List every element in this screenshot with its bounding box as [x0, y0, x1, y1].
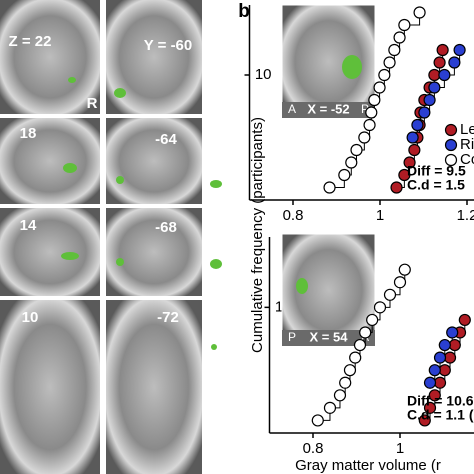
point	[378, 68, 391, 82]
point	[353, 338, 367, 352]
inset-label: X = -52	[307, 101, 349, 116]
legend-marker	[444, 138, 458, 152]
y-axis-label: Cumulative frequency (participants)	[249, 117, 266, 353]
inset-label: P	[361, 102, 369, 116]
panel-label: b	[238, 1, 250, 22]
point	[433, 56, 446, 69]
point	[393, 276, 407, 289]
point	[393, 31, 406, 44]
point	[359, 326, 372, 339]
brain-slices: Z = 22 R 18 14 10 Y = -60 -64 -68 -72	[0, 0, 222, 474]
point	[438, 338, 451, 352]
point	[418, 106, 431, 119]
point	[373, 81, 386, 94]
point	[438, 364, 451, 377]
point	[423, 401, 437, 414]
legend-label: Ri	[460, 136, 474, 153]
point	[383, 288, 397, 301]
point	[333, 389, 347, 402]
activation	[296, 278, 308, 294]
point	[358, 131, 371, 144]
point	[423, 93, 436, 107]
point	[383, 56, 396, 69]
point	[423, 376, 437, 389]
point	[350, 143, 363, 157]
annotation: C.d = 1.1 (	[407, 407, 474, 423]
point	[411, 118, 424, 132]
point	[398, 263, 411, 276]
slice-label: 18	[20, 125, 37, 142]
slice-label: -72	[157, 309, 179, 326]
x-tick-label: 0.8	[283, 207, 304, 224]
slice-label: 10	[22, 309, 39, 326]
point	[436, 43, 449, 57]
annotation: Diff = 9.5	[407, 163, 466, 179]
point	[428, 364, 441, 377]
point	[339, 376, 352, 389]
legend-marker	[444, 123, 458, 137]
slice-label: -68	[155, 219, 177, 236]
point	[368, 93, 381, 107]
activation	[342, 55, 362, 79]
point	[323, 401, 337, 414]
point	[428, 81, 441, 94]
point	[343, 364, 357, 377]
point	[398, 18, 411, 32]
point	[311, 414, 324, 427]
x-axis-label: Gray matter volume (r	[295, 457, 441, 474]
x-tick-label: 0.8	[303, 440, 324, 457]
point	[438, 68, 451, 82]
point	[428, 68, 441, 82]
annotation: Diff = 10.6	[407, 393, 474, 409]
x-tick-label: 1	[376, 207, 384, 224]
x-tick-label: 1	[396, 440, 404, 457]
slice-label: 14	[20, 217, 37, 234]
point	[406, 131, 419, 144]
point	[365, 106, 378, 119]
inset-label: X = 54	[310, 329, 349, 344]
legend-label: Co	[460, 151, 474, 168]
point	[363, 118, 376, 132]
inset-caption-bg	[282, 330, 375, 346]
point	[366, 313, 379, 327]
point	[373, 301, 387, 314]
slice-label: Z = 22	[9, 33, 52, 50]
slice-label: Y = -60	[144, 37, 193, 54]
point	[448, 56, 461, 69]
inset-label: P	[288, 330, 296, 344]
point	[418, 414, 431, 427]
point	[403, 156, 416, 169]
point	[458, 313, 471, 327]
point	[448, 338, 461, 352]
point	[390, 181, 403, 194]
inset-caption-bg	[282, 102, 375, 118]
point	[446, 326, 459, 339]
point	[433, 351, 447, 364]
legend-label: Le	[460, 121, 474, 138]
point	[408, 143, 421, 157]
point	[349, 351, 362, 364]
annotation: C.d = 1.5	[407, 177, 465, 193]
point	[413, 6, 426, 19]
point	[338, 168, 351, 182]
y-tick-label: 10	[255, 66, 272, 83]
point	[345, 156, 358, 169]
point	[388, 43, 401, 57]
point	[428, 389, 441, 402]
point	[433, 376, 447, 389]
x-tick-label: 1.2	[457, 207, 474, 224]
legend-marker	[444, 153, 458, 167]
point	[323, 181, 336, 194]
point	[453, 43, 466, 57]
slice-label: -64	[155, 131, 177, 148]
point	[443, 351, 457, 364]
point	[398, 168, 411, 182]
inset-label: A	[288, 102, 296, 116]
side-label: R	[87, 95, 98, 112]
